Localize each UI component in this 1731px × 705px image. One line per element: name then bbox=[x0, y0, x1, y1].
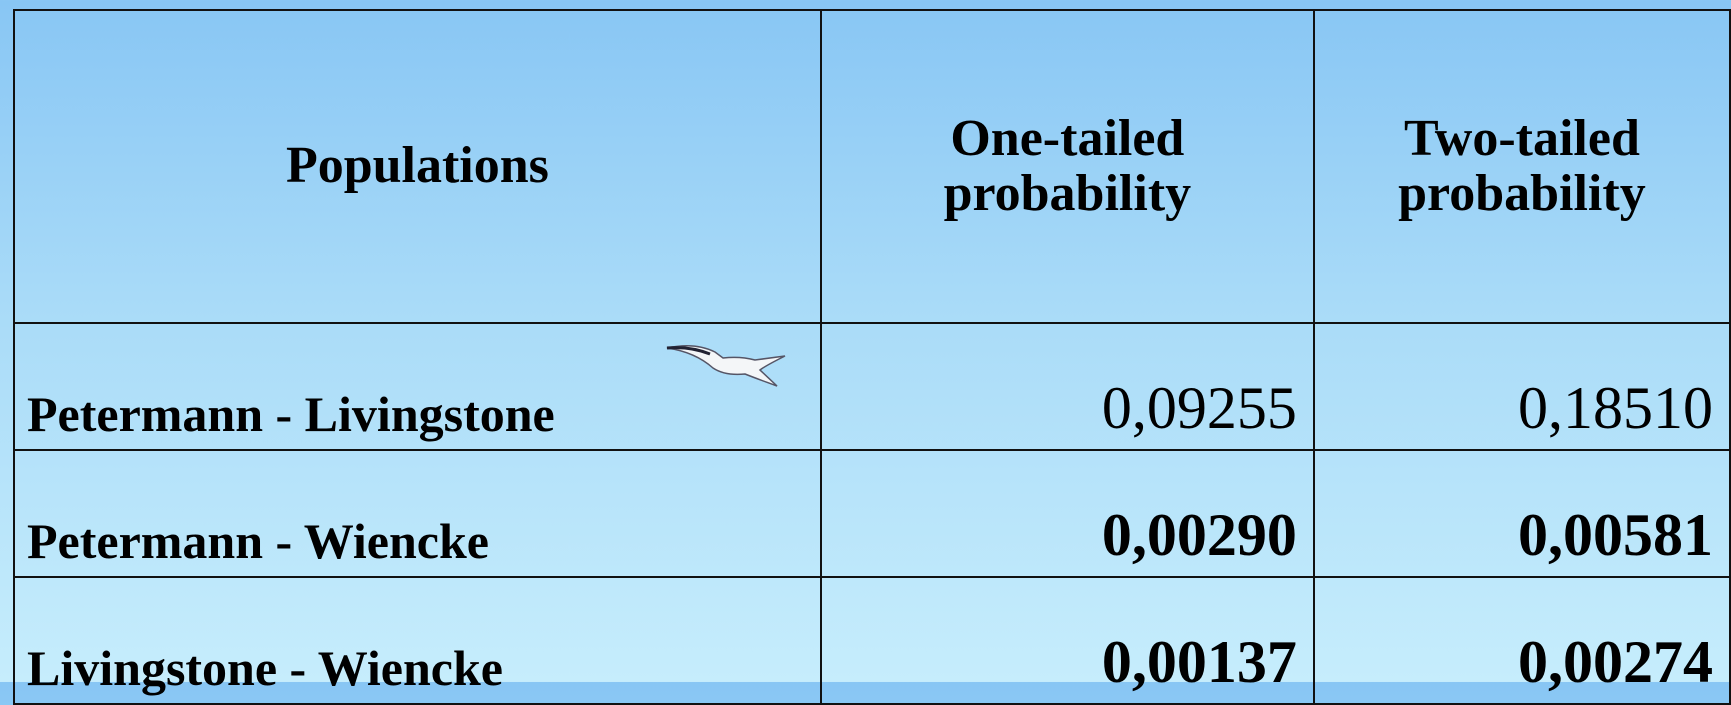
probability-cell: 0,09255 bbox=[821, 323, 1314, 450]
header-text: One-tailed probability bbox=[897, 112, 1237, 221]
header-text: Populations bbox=[286, 139, 549, 194]
row-label: Petermann - Wiencke bbox=[14, 450, 821, 577]
results-table: Populations One-tailed probability Two-tai… bbox=[13, 9, 1731, 705]
header-row: Populations One-tailed probability Two-tai… bbox=[14, 10, 1730, 323]
header-cell: One-tailed probability bbox=[821, 10, 1314, 323]
header-cell: Populations bbox=[14, 10, 821, 323]
header-cell: Two-tailed probability bbox=[1314, 10, 1730, 323]
row-label: Livingstone - Wiencke bbox=[14, 577, 821, 704]
header-text: Two-tailed probability bbox=[1352, 112, 1692, 221]
probability-cell: 0,00290 bbox=[821, 450, 1314, 577]
probability-cell: 0,00581 bbox=[1314, 450, 1730, 577]
probability-cell: 0,00137 bbox=[821, 577, 1314, 704]
gull-icon bbox=[665, 342, 790, 392]
probability-cell: 0,18510 bbox=[1314, 323, 1730, 450]
slide: {"table": {"header": ["Populations", "On… bbox=[0, 0, 1731, 682]
probability-cell: 0,00274 bbox=[1314, 577, 1730, 704]
